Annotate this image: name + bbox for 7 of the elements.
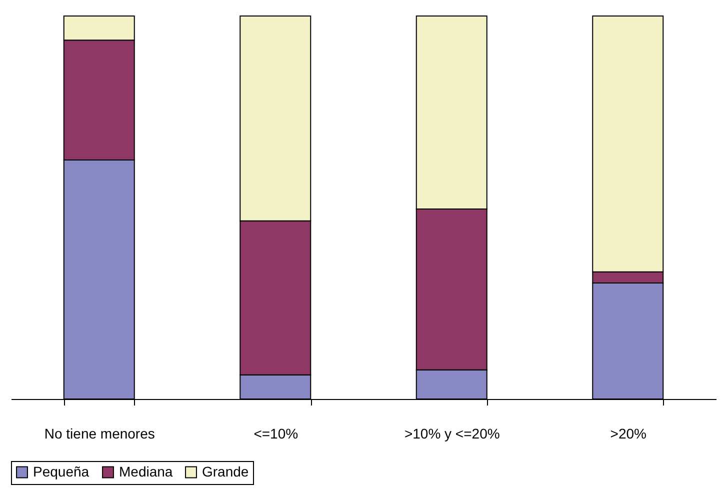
x-tick-label: >20%: [610, 426, 646, 442]
legend-label: Grande: [202, 463, 249, 480]
legend-label: Mediana: [119, 463, 173, 480]
x-tick-label: <=10%: [254, 426, 298, 442]
x-tick-label: No tiene menores: [44, 426, 155, 442]
x-tick-label: >10% y <=20%: [404, 426, 500, 442]
legend-label: Pequeña: [33, 463, 90, 480]
